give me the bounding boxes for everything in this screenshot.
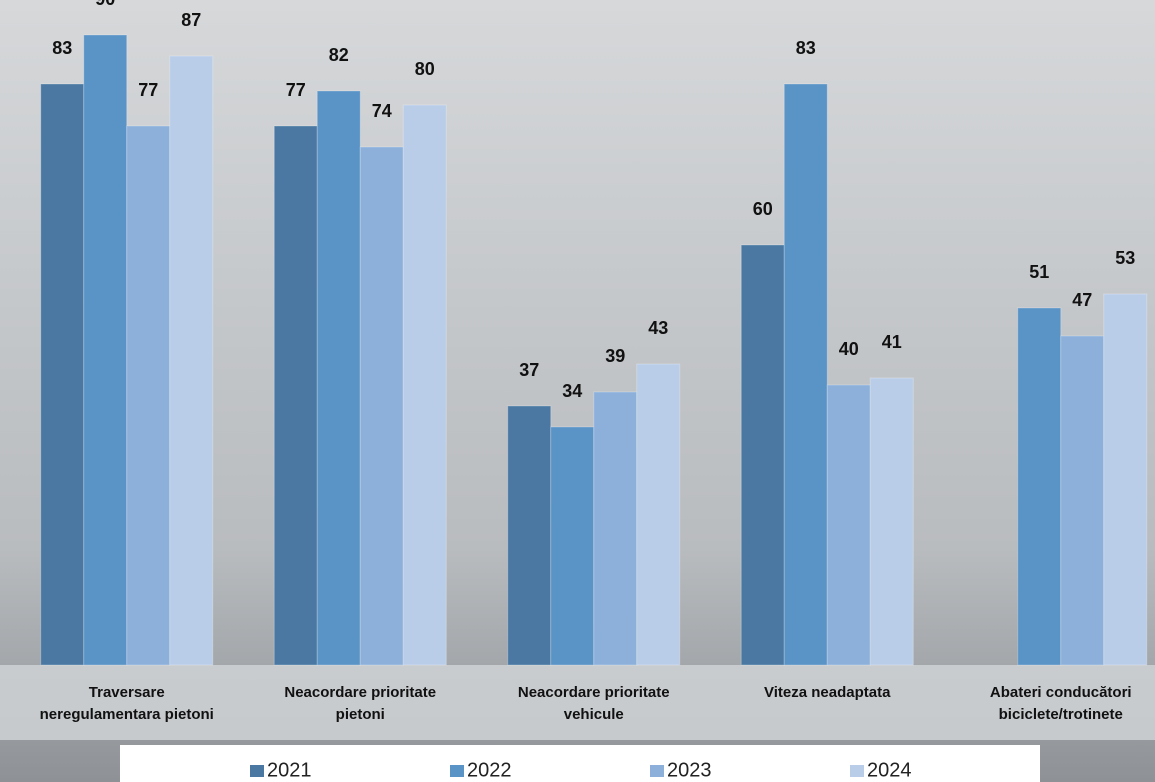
x-tick-label: Viteza neadaptata: [717, 682, 937, 704]
bar: [360, 147, 403, 665]
legend-swatch: [850, 765, 864, 777]
value-label: 90: [95, 0, 115, 9]
value-label: 83: [796, 38, 816, 58]
value-label: 80: [415, 59, 435, 79]
value-label: 87: [181, 10, 201, 30]
value-label: 53: [1115, 248, 1135, 268]
bar: [508, 406, 551, 665]
value-label: 83: [52, 38, 72, 58]
x-tick-label: Neacordare prioritate vehicule: [484, 682, 704, 726]
value-label: 74: [372, 101, 392, 121]
bar: [1061, 336, 1104, 665]
legend-label: 2024: [867, 759, 912, 781]
value-label: 37: [519, 360, 539, 380]
bar: [127, 126, 170, 665]
chart-svg: 83 90 77 87 77 82 74 80 37 34 39 43 60 83 40 41 51 47 53 20…: [0, 0, 1155, 782]
legend-swatch: [250, 765, 264, 777]
value-label: 77: [138, 80, 158, 100]
bar: [741, 245, 784, 665]
legend-swatch: [650, 765, 664, 777]
x-tick-label: Abateri conducători biciclete/trotinete: [951, 682, 1155, 726]
value-label: 77: [286, 80, 306, 100]
bar: [170, 56, 213, 665]
x-tick-label: Traversare neregulamentara pietoni: [17, 682, 237, 726]
bar: [551, 427, 594, 665]
value-label: 51: [1029, 262, 1049, 282]
value-label: 47: [1072, 290, 1092, 310]
chart: 83 90 77 87 77 82 74 80 37 34 39 43 60 83 40 41 51 47 53 20…: [0, 0, 1155, 782]
legend-swatch: [450, 765, 464, 777]
x-tick-label: Neacordare prioritate pietoni: [250, 682, 470, 726]
legend-label: 2023: [667, 759, 712, 781]
bar: [594, 392, 637, 665]
bar: [403, 105, 446, 665]
bar: [317, 91, 360, 665]
bar: [1104, 294, 1147, 665]
legend-label: 2022: [467, 759, 512, 781]
bar: [637, 364, 680, 665]
bar: [827, 385, 870, 665]
legend-label: 2021: [267, 759, 312, 781]
value-label: 39: [605, 346, 625, 366]
bar: [274, 126, 317, 665]
value-label: 43: [648, 318, 668, 338]
bar: [84, 35, 127, 665]
value-label: 40: [839, 339, 859, 359]
value-label: 34: [562, 381, 582, 401]
bar: [870, 378, 913, 665]
value-label: 41: [882, 332, 902, 352]
bar: [784, 84, 827, 665]
value-label: 82: [329, 45, 349, 65]
value-label: 60: [753, 199, 773, 219]
bar: [41, 84, 84, 665]
bar: [1018, 308, 1061, 665]
